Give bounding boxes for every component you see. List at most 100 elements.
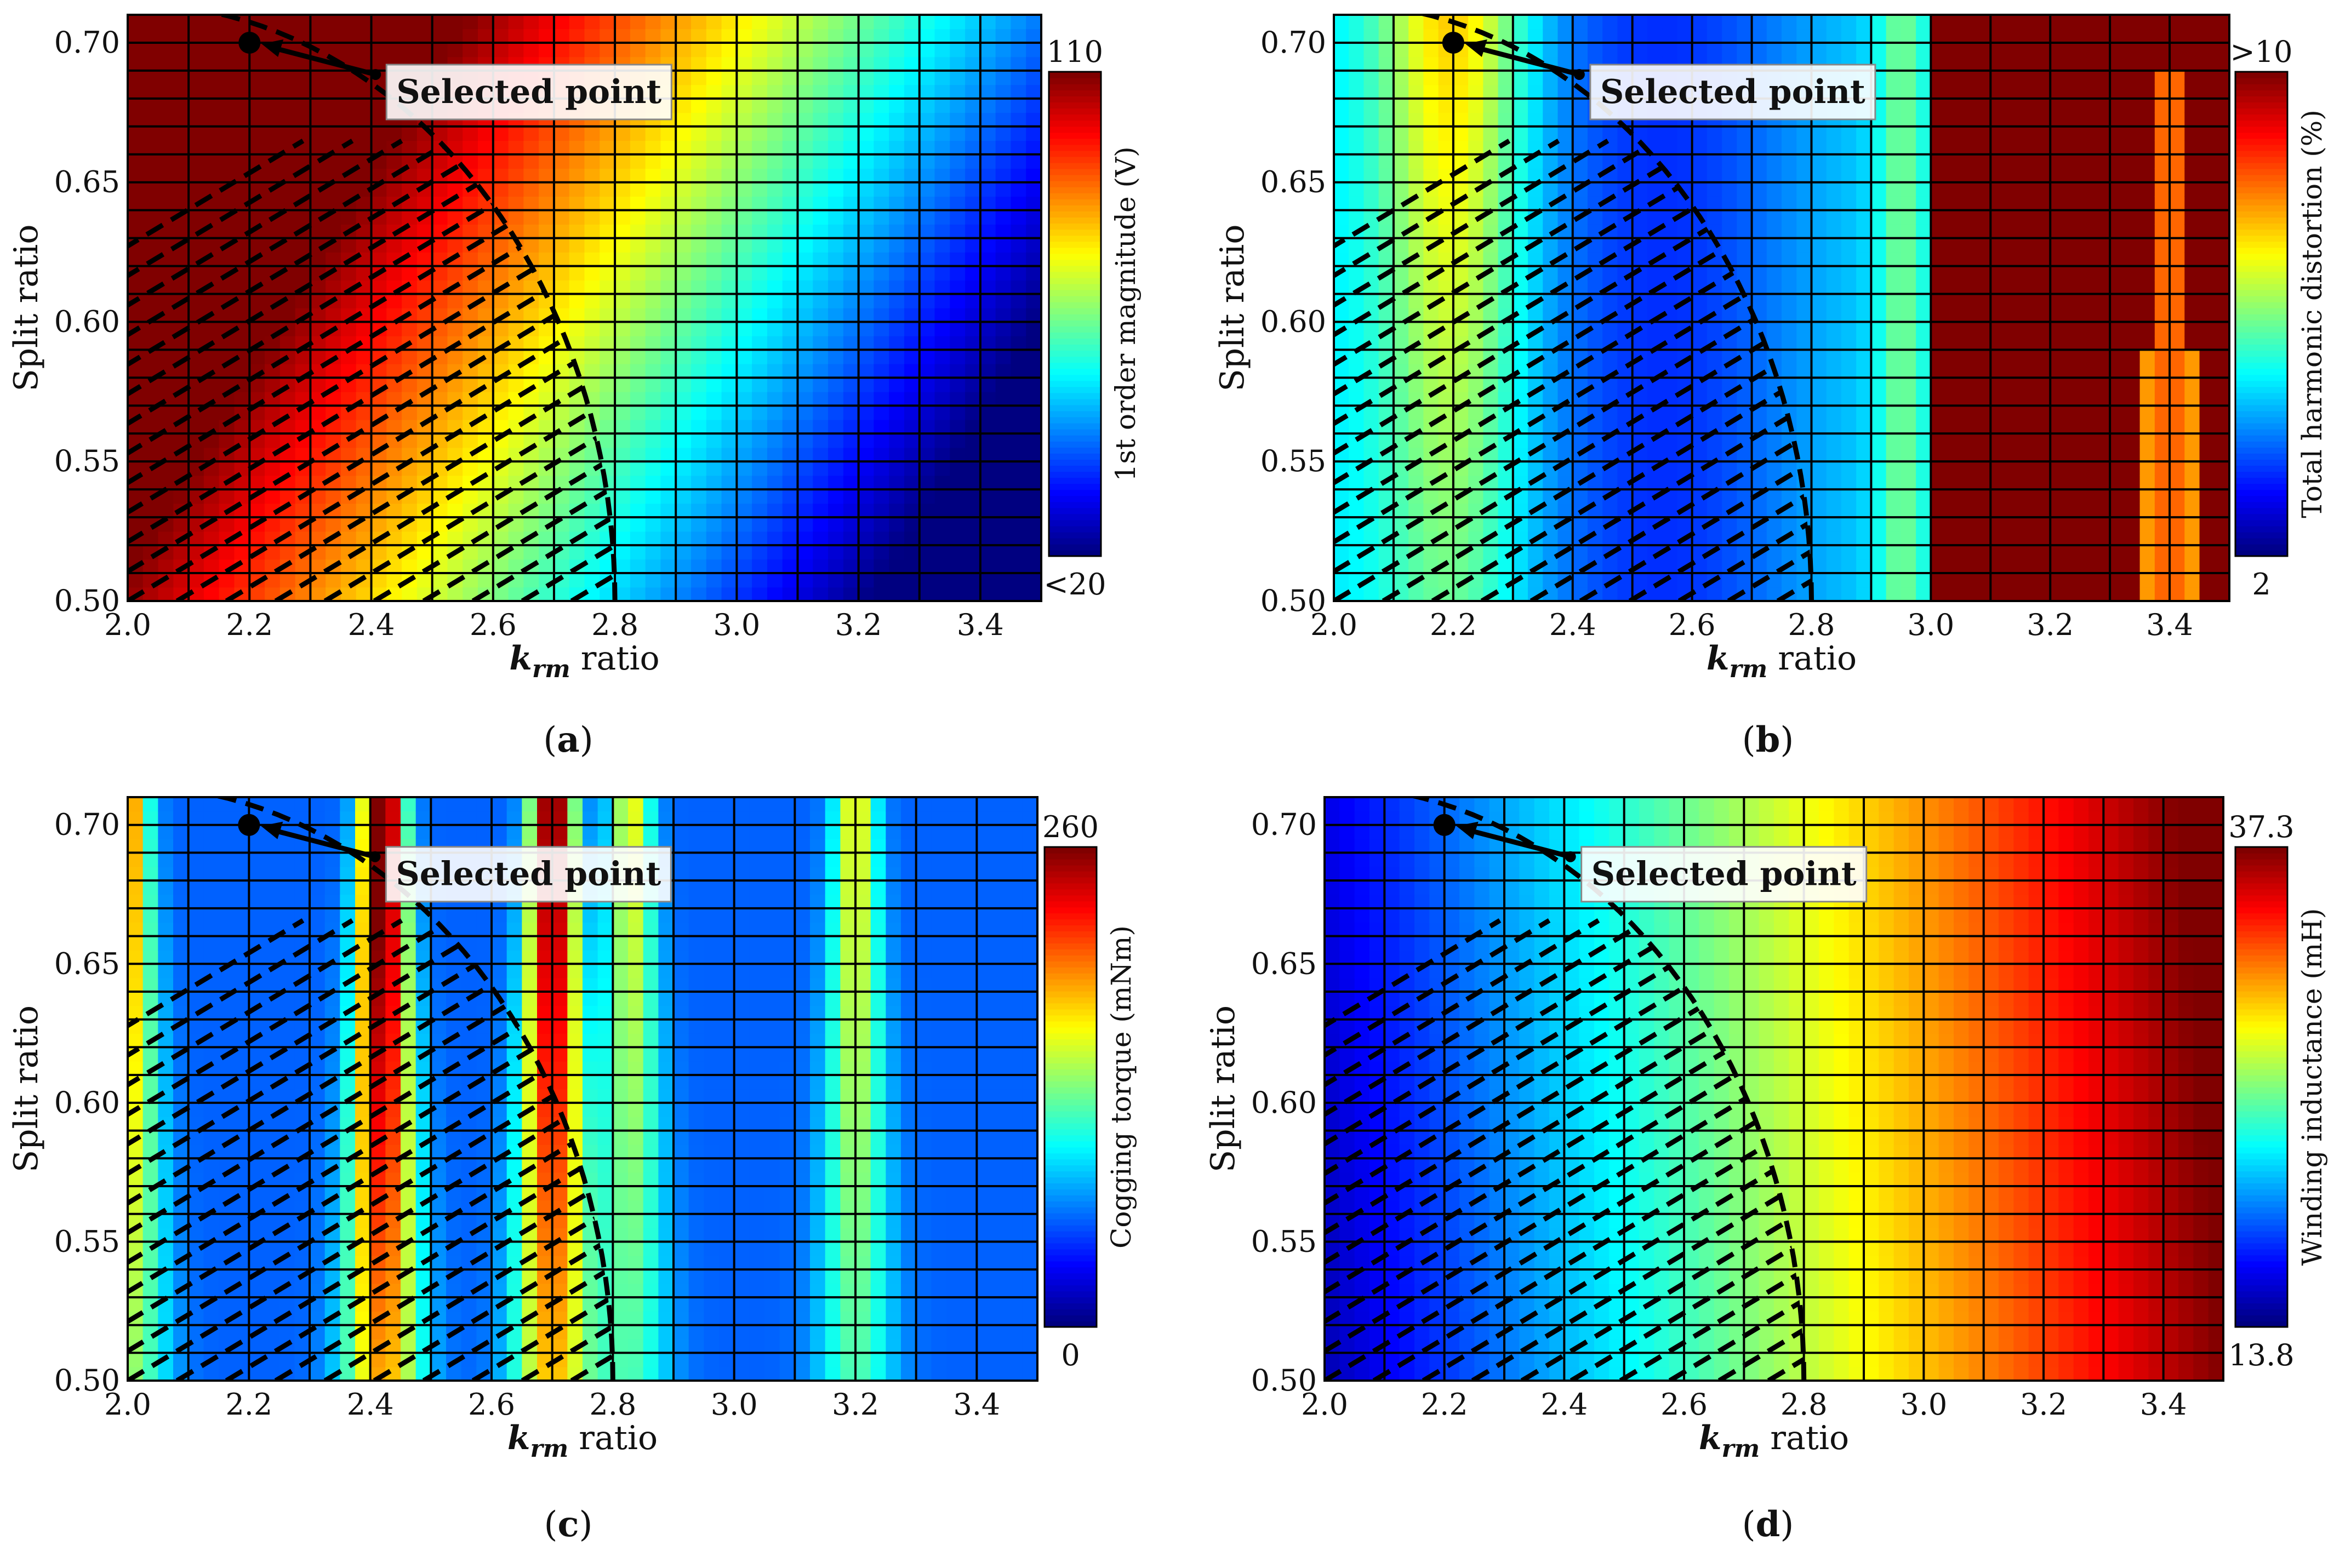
heatmap-cell: [2050, 335, 2066, 351]
heatmap-cell: [2020, 405, 2036, 420]
heatmap-cell: [1011, 210, 1027, 225]
heatmap-cell: [874, 266, 889, 281]
heatmap-cell: [1960, 405, 1976, 420]
heatmap-cell: [980, 126, 996, 141]
heatmap-cell: [950, 531, 966, 546]
heatmap-cell: [691, 559, 707, 574]
heatmap-cell: [416, 335, 433, 351]
heatmap-cell: [1841, 461, 1857, 476]
heatmap-cell: [980, 56, 996, 71]
heatmap-cell: [1349, 84, 1365, 99]
heatmap-cell: [402, 266, 418, 281]
heatmap-cell: [478, 15, 494, 30]
heatmap-cell: [2110, 503, 2126, 518]
heatmap-cell: [463, 545, 478, 560]
heatmap-cell: [721, 15, 738, 30]
heatmap-cell: [2005, 489, 2021, 504]
heatmap-cell: [1617, 377, 1633, 392]
heatmap-cell: [645, 419, 661, 434]
heatmap-cell: [402, 475, 418, 490]
heatmap-cell: [1945, 475, 1961, 490]
heatmap-cell: [2005, 154, 2021, 169]
heatmap-cell: [1438, 140, 1454, 155]
heatmap-cell: [416, 308, 433, 323]
heatmap-cell: [1662, 531, 1678, 546]
heatmap-cell: [203, 294, 220, 308]
heatmap-cell: [965, 154, 981, 169]
heatmap-cell: [995, 140, 1012, 155]
heatmap-cell: [1990, 475, 2006, 490]
colorbar-segment: [1049, 96, 1101, 103]
heatmap-cell: [1334, 15, 1350, 30]
heatmap-cell: [1826, 350, 1842, 364]
heatmap-cell: [2050, 517, 2066, 532]
heatmap-cell: [447, 559, 464, 574]
heatmap-cell: [142, 84, 159, 99]
heatmap-cell: [813, 517, 829, 532]
heatmap-cell: [1349, 42, 1365, 58]
heatmap-cell: [1826, 42, 1842, 58]
heatmap-cell: [1557, 503, 1573, 518]
heatmap-cell: [203, 98, 220, 113]
heatmap-cell: [660, 559, 676, 574]
heatmap-cell: [843, 419, 859, 434]
heatmap-cell: [1886, 224, 1902, 239]
heatmap-cell: [1976, 308, 1991, 323]
heatmap-cell: [2065, 168, 2081, 183]
colorbar-label: 1st order magnitude (V): [1110, 146, 1142, 481]
heatmap-cell: [828, 266, 844, 281]
heatmap-cell: [950, 84, 966, 99]
heatmap-cell: [858, 391, 875, 407]
heatmap-cell: [1916, 489, 1932, 504]
heatmap-cell: [1026, 573, 1042, 588]
heatmap-cell: [310, 531, 326, 546]
heatmap-cell: [1931, 196, 1947, 211]
heatmap-cell: [767, 56, 783, 71]
heatmap-cell: [1423, 98, 1439, 113]
heatmap-cell: [737, 405, 752, 420]
heatmap-cell: [128, 28, 144, 43]
heatmap-cell: [782, 377, 798, 392]
heatmap-cell: [2050, 98, 2066, 113]
heatmap-cell: [249, 587, 265, 602]
heatmap-cell: [203, 126, 220, 141]
heatmap-cell: [721, 587, 738, 602]
heatmap-cell: [2110, 280, 2126, 295]
heatmap-cell: [2050, 377, 2066, 392]
heatmap-cell: [1453, 70, 1469, 85]
heatmap-cell: [2139, 294, 2155, 308]
heatmap-cell: [1026, 559, 1042, 574]
heatmap-cell: [463, 489, 478, 504]
heatmap-cell: [447, 210, 464, 225]
heatmap-cell: [934, 377, 951, 392]
heatmap-cell: [919, 28, 935, 43]
heatmap-cell: [189, 42, 204, 58]
heatmap-cell: [1498, 98, 1514, 113]
heatmap-cell: [2139, 503, 2155, 518]
heatmap-cell: [1976, 294, 1991, 308]
heatmap-cell: [904, 587, 920, 602]
heatmap-cell: [1378, 98, 1394, 113]
heatmap-cell: [1945, 98, 1961, 113]
heatmap-cell: [2080, 140, 2096, 155]
heatmap-cell: [1617, 28, 1633, 43]
heatmap-cell: [874, 405, 889, 420]
heatmap-cell: [1349, 15, 1365, 30]
heatmap-cell: [858, 559, 875, 574]
heatmap-cell: [797, 154, 814, 169]
selected-point-marker[interactable]: [238, 31, 261, 54]
heatmap-cell: [2125, 405, 2141, 420]
heatmap-cell: [1945, 405, 1961, 420]
heatmap-cell: [828, 475, 844, 490]
heatmap-cell: [203, 168, 220, 183]
heatmap-cell: [265, 433, 281, 448]
heatmap-cell: [1453, 238, 1469, 253]
heatmap-cell: [1931, 587, 1947, 602]
heatmap-cell: [1751, 168, 1767, 183]
heatmap-cell: [1572, 573, 1588, 588]
heatmap-cell: [326, 112, 341, 127]
heatmap-cell: [2080, 545, 2096, 560]
heatmap-cell: [1945, 224, 1961, 239]
heatmap-cell: [600, 377, 615, 392]
heatmap-cell: [416, 280, 433, 295]
